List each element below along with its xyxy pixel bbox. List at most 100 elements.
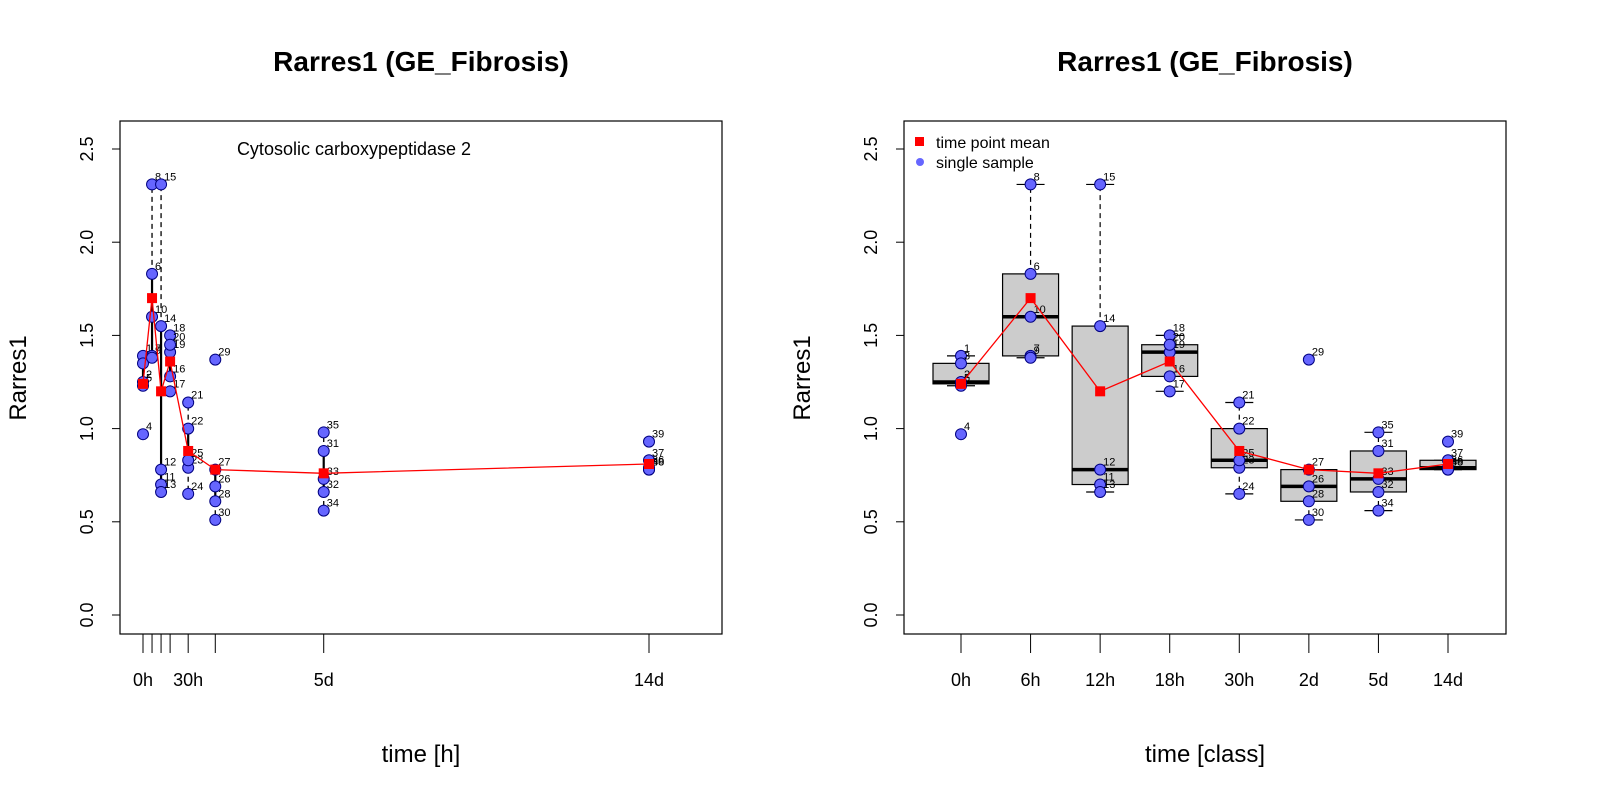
right-mean-line	[960, 297, 1449, 474]
left-sample-label: 7	[155, 343, 161, 355]
right-sample-label: 27	[1312, 457, 1324, 469]
right-sample-point	[1372, 485, 1385, 498]
right-sample-label: 38	[1451, 457, 1463, 469]
left-sample-point	[317, 504, 330, 517]
left-sample-label: 2	[146, 369, 152, 381]
right-sample-label: 34	[1381, 498, 1393, 510]
right-sample-label: 35	[1381, 419, 1393, 431]
right-sample-point	[1302, 495, 1315, 508]
right-sample-label: 16	[1173, 363, 1185, 375]
right-sample-label: 37	[1451, 447, 1463, 459]
left-mean-marker	[644, 459, 654, 470]
right-sample-point	[1233, 487, 1246, 500]
right-mean-marker	[1025, 293, 1036, 304]
left-sample-label: 5	[146, 373, 152, 385]
right-sample-label: 39	[1451, 429, 1463, 441]
left-sample-label: 26	[218, 473, 230, 485]
left-mean-marker	[156, 386, 167, 397]
right-sample-label: 1	[964, 343, 970, 355]
left-plot-layer: 0.00.51.01.52.02.50h30h5d14d123456789101…	[77, 136, 664, 690]
left-mean-marker	[183, 445, 194, 456]
left-sample-label: 6	[155, 261, 161, 273]
left-sample-label: 21	[191, 390, 203, 402]
right-sample-label: 2	[964, 369, 970, 381]
right-x-axis-title: time [class]	[1145, 741, 1265, 768]
legend-mean-symbol	[915, 137, 924, 146]
left-sample-label: 30	[218, 507, 230, 519]
right-y-tick-label: 0.5	[861, 509, 881, 534]
left-sample-label: 29	[218, 347, 230, 359]
right-x-tick-label: 30h	[1224, 670, 1254, 690]
right-y-tick-label: 0.0	[861, 602, 881, 627]
right-sample-label: 21	[1242, 390, 1254, 402]
legend-sample-symbol	[916, 158, 924, 166]
right-x-tick-label: 5d	[1368, 670, 1388, 690]
left-sample-label: 36	[652, 455, 664, 467]
left-mean-marker	[138, 378, 148, 389]
right-mean-marker	[1373, 468, 1384, 479]
left-sample-label: 24	[191, 481, 203, 493]
right-sample-label: 4	[964, 421, 970, 433]
right-sample-point	[1163, 370, 1176, 383]
right-x-tick-label: 0h	[951, 670, 971, 690]
left-sample-label: 27	[218, 457, 230, 469]
right-sample-label: 20	[1173, 332, 1185, 344]
right-sample-point	[1163, 385, 1176, 398]
right-y-axis-title: Rarres1	[789, 335, 816, 420]
left-sample-label: 15	[164, 171, 176, 183]
right-sample-label: 9	[1034, 345, 1040, 357]
right-sample-point	[1233, 422, 1246, 435]
left-sample-point	[317, 485, 330, 498]
left-sample-label: 9	[155, 345, 161, 357]
left-y-tick-label: 2.5	[77, 136, 97, 161]
right-sample-point	[955, 428, 967, 441]
right-x-tick-label: 6h	[1021, 670, 1041, 690]
right-sample-label: 29	[1312, 347, 1324, 359]
left-sample-label: 35	[327, 419, 339, 431]
right-sample-label: 7	[1034, 343, 1040, 355]
left-sample-point	[317, 426, 330, 439]
left-sample-label: 23	[191, 455, 203, 467]
left-x-tick-label: 0h	[133, 670, 153, 690]
left-sample-label: 20	[173, 332, 185, 344]
right-sample-label: 19	[1173, 339, 1185, 351]
right-mean-marker	[1164, 356, 1175, 367]
legend-mean-label: time point mean	[936, 135, 1050, 152]
right-sample-label: 6	[1034, 261, 1040, 273]
right-sample-point	[1442, 435, 1454, 448]
left-sample-label: 32	[327, 479, 339, 491]
left-sample-label: 39	[652, 429, 664, 441]
left-sample-point	[209, 495, 222, 508]
left-sample-point	[146, 267, 159, 280]
right-x-tick-label: 14d	[1433, 670, 1463, 690]
left-mean-marker	[147, 293, 158, 304]
left-sample-label: 19	[173, 339, 185, 351]
left-sample-point	[643, 435, 655, 448]
left-mean-marker	[318, 468, 329, 479]
left-sample-label: 31	[327, 438, 339, 450]
right-sample-label: 24	[1242, 481, 1254, 493]
right-sample-point	[1302, 513, 1315, 526]
right-sample-point	[1163, 338, 1176, 351]
right-sample-point	[1372, 444, 1385, 457]
left-mean-line	[142, 298, 650, 474]
right-mean-marker	[1095, 386, 1106, 397]
right-sample-point	[1024, 351, 1037, 364]
right-sample-point	[1233, 396, 1246, 409]
right-sample-point	[1024, 178, 1037, 191]
left-sample-point	[209, 480, 222, 493]
left-sample-point	[155, 485, 168, 498]
right-sample-point	[1302, 480, 1315, 493]
left-sample-label: 18	[173, 322, 185, 334]
left-sample-label: 8	[155, 171, 161, 183]
left-sample-point	[155, 463, 168, 476]
right-sample-label: 11	[1103, 472, 1114, 484]
left-y-tick-label: 1.0	[77, 416, 97, 441]
right-sample-label: 14	[1103, 313, 1115, 325]
right-x-tick-label: 12h	[1085, 670, 1115, 690]
left-sample-label: 10	[155, 304, 167, 316]
right-sample-label: 15	[1103, 171, 1115, 183]
right-sample-label: 5	[964, 373, 970, 385]
